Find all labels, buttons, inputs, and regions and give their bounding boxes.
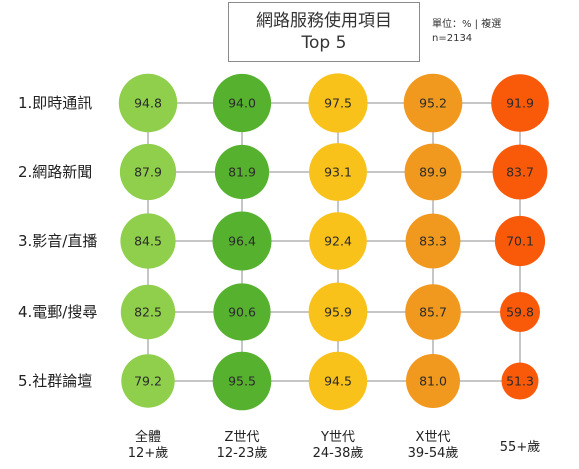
bubble-r3-c2 [212,211,272,271]
value-label-r3-c1: 84.5 [134,234,162,249]
value-label-r1-c1: 94.8 [134,96,162,111]
chart-subtitle: Top 5 [301,33,347,53]
value-label-r5-c5: 51.3 [506,374,534,389]
bubble-r4-c5 [500,292,540,332]
row-label-1: 1.即時通訊 [18,94,93,112]
value-label-r4-c2: 90.6 [228,305,256,320]
column-label-5: 55+歲 [499,440,541,455]
value-label-r2-c5: 83.7 [506,165,534,180]
value-label-r3-c2: 96.4 [228,234,256,249]
chart-title-box: 網路服務使用項目 Top 5 [228,2,420,62]
value-label-r5-c1: 79.2 [134,374,162,389]
value-label-r4-c3: 95.9 [324,305,352,320]
bubble-r5-c5 [501,362,539,400]
value-label-r3-c3: 92.4 [324,234,352,249]
bubble-r3-c1 [120,213,176,269]
chart-title: 網路服務使用項目 [256,11,392,31]
bubble-r2-c4 [404,143,462,201]
bubble-r5-c3 [308,351,368,411]
column-label-4: X世代 39-54歲 [407,430,459,461]
bubble-r5-c2 [212,351,272,411]
value-label-r3-c4: 83.3 [419,234,447,249]
value-label-r4-c4: 85.7 [419,305,447,320]
value-label-r1-c3: 97.5 [324,96,352,111]
unit-note: 單位：% | 複選 n=2134 [432,18,501,46]
bubble-r1-c3 [308,73,368,133]
row-label-4: 4.電郵/搜尋 [18,303,98,321]
bubble-r3-c5 [494,215,546,267]
bubble-r1-c5 [491,74,549,132]
row-label-2: 2.網路新聞 [18,163,93,181]
bubble-r2-c2 [214,144,270,200]
row-label-5: 5.社群論壇 [18,372,93,390]
value-label-r5-c4: 81.0 [419,374,447,389]
column-label-2: Z世代 12-23歲 [216,430,268,461]
bubble-r4-c1 [120,284,176,340]
value-label-r2-c2: 81.9 [228,165,256,180]
value-label-r1-c2: 94.0 [228,96,256,111]
bubble-r1-c2 [212,73,272,133]
value-label-r5-c3: 94.5 [324,374,352,389]
bubble-r4-c3 [308,282,368,342]
value-label-r5-c2: 95.5 [228,374,256,389]
bubble-r2-c1 [119,143,177,201]
value-label-r3-c5: 70.1 [506,234,534,249]
bubble-r2-c3 [309,143,367,201]
value-label-r4-c5: 59.8 [506,305,534,320]
bubble-r4-c2 [213,283,271,341]
value-label-r1-c4: 95.2 [419,96,447,111]
value-label-r2-c3: 93.1 [324,165,352,180]
value-label-r4-c1: 82.5 [134,305,162,320]
sample-size: n=2134 [432,33,473,44]
bubble-r3-c3 [309,212,367,270]
value-label-r1-c5: 91.9 [506,96,534,111]
bubble-r1-c4 [403,73,463,133]
bubble-r2-c5 [492,144,548,200]
bubble-r5-c4 [406,354,460,408]
value-label-r2-c1: 87.9 [134,165,162,180]
bubble-r4-c4 [405,284,461,340]
value-label-r2-c4: 89.9 [419,165,447,180]
row-label-3: 3.影音/直播 [18,232,98,250]
column-label-3: Y世代 24-38歲 [312,430,364,461]
column-label-1: 全體 12+歲 [127,430,169,461]
bubble-r5-c1 [121,354,175,408]
unit-label: 單位：% | 複選 [432,19,502,30]
bubble-r1-c1 [118,73,178,133]
bubble-r3-c4 [405,213,461,269]
